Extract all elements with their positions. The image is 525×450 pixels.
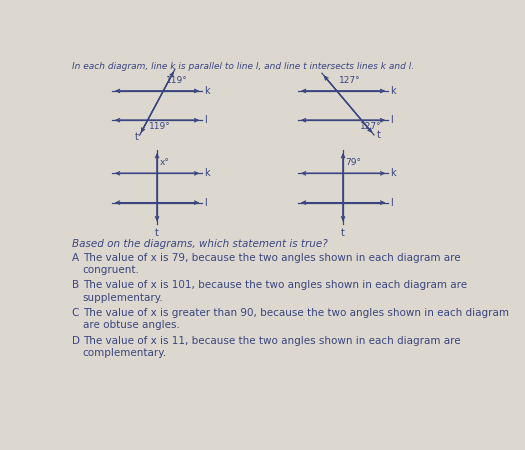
Text: In each diagram, line k is parallel to line l, and line t intersects lines k and: In each diagram, line k is parallel to l… [72,62,414,71]
Text: complementary.: complementary. [82,348,167,358]
Text: x°: x° [160,158,169,167]
Text: The value of x is greater than 90, because the two angles shown in each diagram: The value of x is greater than 90, becau… [82,308,509,318]
Text: k: k [204,168,210,178]
Text: The value of x is 101, because the two angles shown in each diagram are: The value of x is 101, because the two a… [82,280,467,290]
Text: k: k [204,86,210,96]
Text: 119°: 119° [165,76,187,85]
Text: D: D [72,336,80,346]
Text: l: l [204,198,207,207]
Text: 127°: 127° [339,76,361,85]
Text: The value of x is 79, because the two angles shown in each diagram are: The value of x is 79, because the two an… [82,252,460,263]
Text: t: t [134,132,139,142]
Text: supplementary.: supplementary. [82,292,163,303]
Text: are obtuse angles.: are obtuse angles. [82,320,180,330]
Text: t: t [376,130,380,140]
Text: B: B [72,280,79,290]
Text: t: t [341,228,345,238]
Text: A: A [72,252,79,263]
Text: 119°: 119° [149,122,171,131]
Text: congruent.: congruent. [82,265,140,275]
Text: l: l [391,115,393,125]
Text: l: l [204,115,207,125]
Text: 79°: 79° [345,158,361,167]
Text: The value of x is 11, because the two angles shown in each diagram are: The value of x is 11, because the two an… [82,336,460,346]
Text: Based on the diagrams, which statement is true?: Based on the diagrams, which statement i… [72,239,328,249]
Text: C: C [72,308,79,318]
Text: l: l [391,198,393,207]
Text: t: t [155,228,159,238]
Text: k: k [391,168,396,178]
Text: 127°: 127° [360,122,382,131]
Text: k: k [391,86,396,96]
